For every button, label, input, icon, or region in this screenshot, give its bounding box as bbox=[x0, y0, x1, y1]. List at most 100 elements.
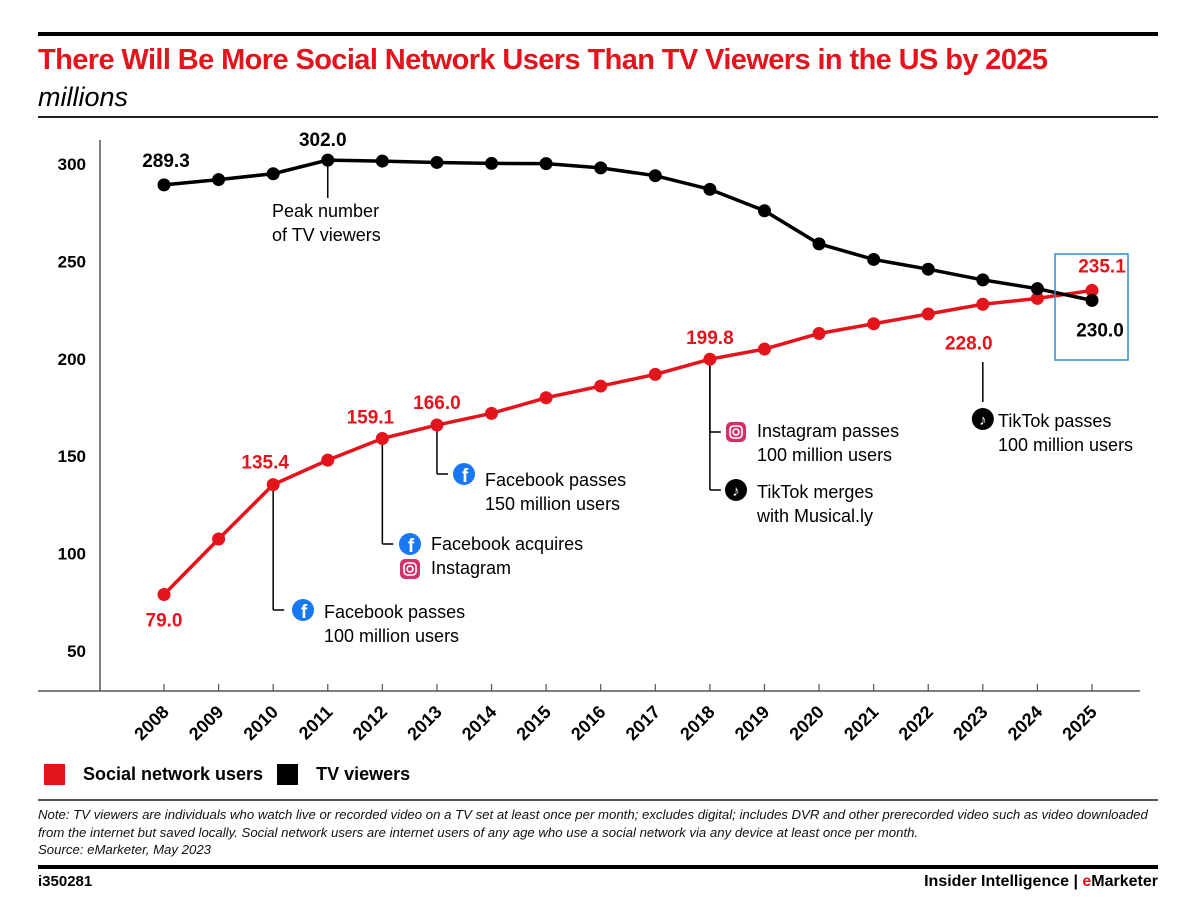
instagram-icon bbox=[400, 559, 420, 579]
annotation-text: Facebook acquires bbox=[431, 534, 583, 554]
x-tick-label: 2016 bbox=[567, 702, 609, 744]
footer-rule bbox=[38, 799, 1158, 801]
data-label: 230.0 bbox=[1076, 320, 1124, 341]
x-tick-label: 2024 bbox=[1004, 702, 1046, 744]
social-point bbox=[648, 367, 662, 381]
social-point bbox=[321, 453, 335, 467]
social-point bbox=[1030, 291, 1044, 305]
legend: Social network users TV viewers bbox=[44, 764, 424, 785]
facebook-icon bbox=[292, 599, 314, 621]
y-tick-label: 100 bbox=[58, 545, 86, 564]
annotation-text: 150 million users bbox=[485, 494, 620, 514]
facebook-icon bbox=[399, 533, 421, 555]
tv-point bbox=[375, 154, 389, 168]
social-point bbox=[375, 431, 389, 445]
social-point bbox=[867, 317, 881, 331]
chart-title: There Will Be More Social Network Users … bbox=[38, 44, 1048, 76]
x-tick-label: 2022 bbox=[895, 702, 937, 744]
x-tick-label: 2015 bbox=[512, 702, 554, 744]
annotation-text: TikTok merges bbox=[757, 482, 873, 502]
facebook-icon-glyph: f bbox=[408, 536, 415, 557]
tv-point bbox=[867, 252, 881, 266]
social-point bbox=[594, 379, 608, 393]
facebook-icon-glyph: f bbox=[462, 466, 469, 487]
social-point bbox=[266, 478, 280, 492]
social-line bbox=[162, 288, 1093, 596]
y-tick-label: 250 bbox=[58, 252, 86, 271]
social-point bbox=[703, 352, 717, 366]
y-tick-label: 300 bbox=[58, 155, 86, 174]
chart-id: i350281 bbox=[38, 873, 93, 890]
tv-point bbox=[1030, 282, 1044, 296]
highlight-box bbox=[1054, 253, 1129, 361]
annotation-text: Facebook passes bbox=[324, 602, 465, 622]
social-point bbox=[539, 391, 553, 405]
tv-point bbox=[321, 153, 335, 167]
tv-point bbox=[976, 273, 990, 287]
social-point bbox=[757, 342, 771, 356]
note-text: Note: TV viewers are individuals who wat… bbox=[38, 807, 1148, 840]
data-label: 302.0 bbox=[299, 130, 347, 151]
tiktok-icon bbox=[971, 408, 994, 430]
x-tick-label: 2021 bbox=[840, 702, 882, 744]
x-tick-label: 2010 bbox=[240, 702, 282, 744]
tv-point bbox=[921, 262, 935, 276]
legend-item-social: Social network users bbox=[44, 764, 263, 785]
tv-point bbox=[594, 161, 608, 175]
x-tick-label: 2020 bbox=[785, 702, 827, 744]
instagram-icon-frame bbox=[729, 425, 743, 439]
chart-subtitle: millions bbox=[38, 82, 129, 112]
line-chart: 50 100 150 200 250 300 2008 2009 2010 2011 2012 201… bbox=[38, 130, 1140, 744]
social-point bbox=[157, 588, 171, 602]
source-text: Source: eMarketer, May 2023 bbox=[38, 842, 211, 857]
social-point bbox=[485, 406, 499, 420]
y-tick-label: 150 bbox=[58, 447, 86, 466]
legend-item-tv: TV viewers bbox=[277, 764, 410, 785]
header-rule bbox=[38, 116, 1158, 118]
legend-swatch-social bbox=[44, 764, 65, 785]
x-tick-label: 2008 bbox=[130, 702, 172, 744]
facebook-icon-glyph: f bbox=[301, 602, 308, 623]
x-tick-label: 2009 bbox=[185, 702, 227, 744]
tiktok-icon-glyph: ♪ bbox=[979, 412, 987, 429]
x-tick-label: 2019 bbox=[731, 702, 773, 744]
brand-prefix: Insider Intelligence | bbox=[924, 873, 1083, 890]
tv-point bbox=[212, 173, 226, 187]
x-tick-label: 2018 bbox=[676, 702, 718, 744]
annotation-text: Instagram passes bbox=[757, 421, 899, 441]
x-tick-label: 2025 bbox=[1058, 702, 1100, 744]
brand-rest: Marketer bbox=[1091, 873, 1158, 890]
data-label: 79.0 bbox=[146, 611, 183, 632]
x-tick-label: 2012 bbox=[349, 702, 391, 744]
tv-line bbox=[163, 158, 1093, 303]
tiktok-icon bbox=[725, 479, 747, 501]
tv-point bbox=[430, 155, 444, 169]
tv-point bbox=[703, 182, 717, 196]
bottom-rule bbox=[38, 865, 1158, 869]
annotation-text: Instagram bbox=[431, 558, 511, 578]
legend-label-social: Social network users bbox=[83, 764, 264, 784]
y-tick-label: 50 bbox=[67, 642, 86, 661]
tv-point bbox=[812, 237, 826, 251]
annotation-text: 100 million users bbox=[998, 435, 1133, 455]
footnote: Note: TV viewers are individuals who wat… bbox=[38, 806, 1163, 859]
brand-e: e bbox=[1082, 873, 1092, 890]
data-label: 289.3 bbox=[142, 151, 190, 172]
x-tick-label: 2014 bbox=[458, 702, 500, 744]
social-point bbox=[1085, 283, 1099, 297]
x-tick-label: 2023 bbox=[949, 702, 991, 744]
social-point bbox=[212, 532, 226, 546]
data-label: 235.1 bbox=[1078, 256, 1126, 277]
data-label: 228.0 bbox=[945, 333, 993, 354]
tiktok-icon-glyph: ♪ bbox=[732, 483, 740, 500]
data-label: 135.4 bbox=[241, 453, 289, 474]
annotation-text: Facebook passes bbox=[485, 470, 626, 490]
social-point bbox=[976, 297, 990, 311]
brand-logo: Insider Intelligence | eMarketer bbox=[924, 873, 1158, 891]
x-tick-label: 2011 bbox=[295, 702, 337, 744]
instagram-icon-frame bbox=[403, 562, 417, 576]
y-tick-label: 200 bbox=[58, 350, 86, 369]
social-point bbox=[812, 326, 826, 340]
tv-point bbox=[157, 178, 171, 192]
data-label: 166.0 bbox=[413, 393, 461, 414]
